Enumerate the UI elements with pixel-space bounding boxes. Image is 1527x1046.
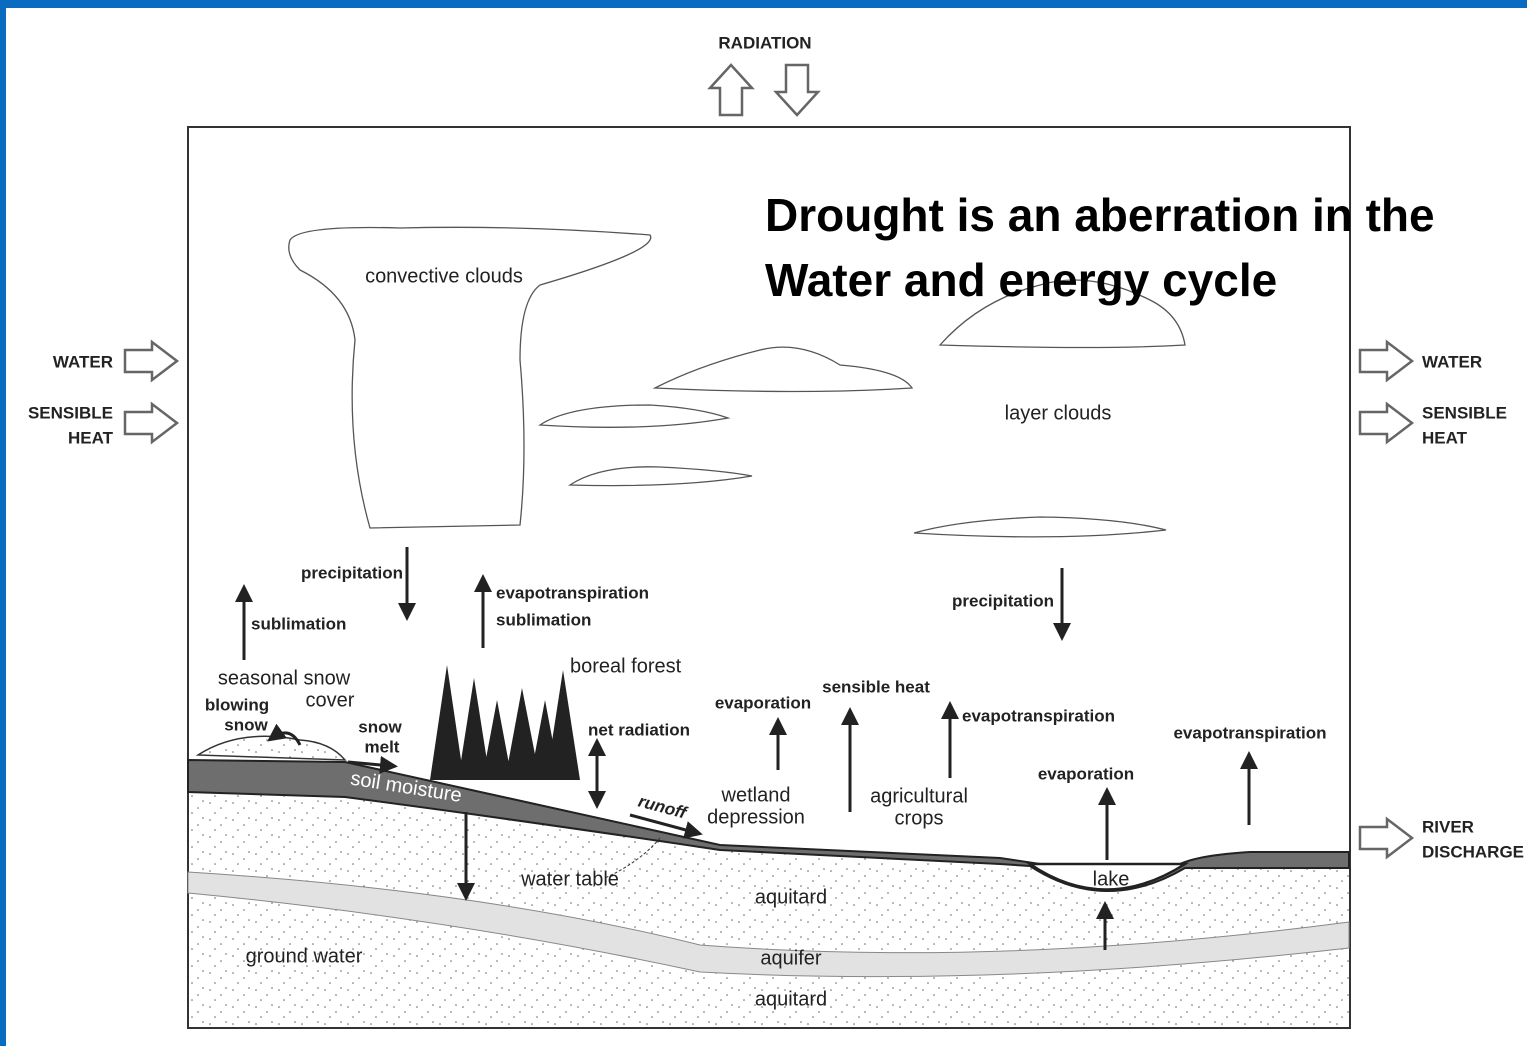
diagram-label: seasonal snow bbox=[218, 667, 351, 689]
diagram-label: wetland bbox=[721, 784, 791, 806]
diagram-label: depression bbox=[707, 806, 805, 828]
flow-label: HEAT bbox=[68, 428, 114, 447]
diagram-label: blowing bbox=[205, 695, 269, 714]
flow-label: HEAT bbox=[1422, 428, 1468, 447]
diagram-label: snow bbox=[358, 717, 402, 736]
diagram-label: sensible heat bbox=[822, 677, 930, 696]
flow-label: DISCHARGE bbox=[1422, 842, 1524, 861]
diagram-label: snow bbox=[224, 715, 268, 734]
radiation-label: RADIATION bbox=[718, 33, 811, 52]
left-border bbox=[0, 0, 6, 1046]
title-line: Drought is an aberration in the bbox=[765, 189, 1435, 241]
diagram-label: aquitard bbox=[755, 886, 827, 908]
diagram-label: layer clouds bbox=[1005, 402, 1112, 424]
diagram-label: aquifer bbox=[760, 947, 821, 969]
diagram-label: net radiation bbox=[588, 720, 690, 739]
flow-label: WATER bbox=[1422, 352, 1482, 371]
diagram-label: evaporation bbox=[715, 693, 811, 712]
diagram-label: water table bbox=[520, 868, 619, 890]
diagram-label: convective clouds bbox=[365, 265, 523, 287]
flow-label: SENSIBLE bbox=[1422, 403, 1507, 422]
top-border bbox=[0, 0, 1527, 8]
diagram-label: evapotranspiration bbox=[962, 706, 1115, 725]
diagram-label: boreal forest bbox=[570, 655, 682, 677]
diagram-label: agricultural bbox=[870, 785, 968, 807]
diagram-label: aquitard bbox=[755, 988, 827, 1010]
diagram-label: lake bbox=[1093, 868, 1130, 890]
flow-label: WATER bbox=[53, 352, 113, 371]
diagram-label: evapotranspiration bbox=[496, 583, 649, 602]
page: Drought is an aberration in the Water and… bbox=[0, 0, 1527, 1046]
title-line: Water and energy cycle bbox=[765, 254, 1277, 306]
diagram-label: crops bbox=[895, 807, 944, 829]
diagram-label: melt bbox=[365, 737, 400, 756]
diagram-label: evaporation bbox=[1038, 764, 1134, 783]
diagram-label: sublimation bbox=[496, 610, 591, 629]
slide: Drought is an aberration in the Water and… bbox=[0, 0, 1527, 1046]
flow-label: SENSIBLE bbox=[28, 403, 113, 422]
flow-label: RIVER bbox=[1422, 817, 1474, 836]
diagram-label: sublimation bbox=[251, 614, 346, 633]
diagram-label: cover bbox=[306, 689, 355, 711]
diagram-label: evapotranspiration bbox=[1173, 723, 1326, 742]
diagram-label: ground water bbox=[246, 945, 363, 967]
diagram-label: precipitation bbox=[301, 563, 403, 582]
diagram-label: precipitation bbox=[952, 591, 1054, 610]
